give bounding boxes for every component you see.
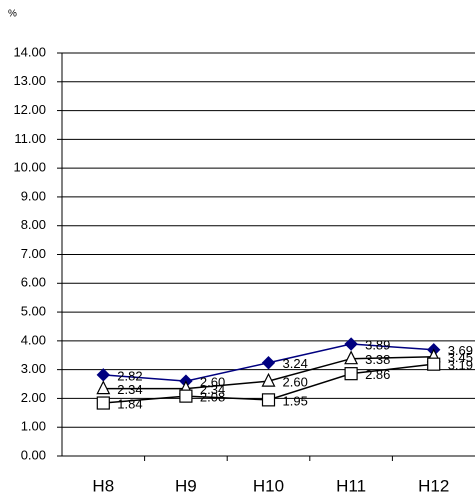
marker [344,337,358,351]
data-label: 3.45 [448,350,473,365]
marker [261,393,276,407]
data-label: 3.19 [448,358,473,373]
marker [96,396,110,410]
data-label: 3.89 [365,337,390,352]
unit-label: % [8,9,17,20]
x-tick-label: H10 [253,476,284,495]
data-label: 2.60 [200,375,225,390]
y-tick-label: 1.00 [21,419,46,434]
data-label: 1.95 [283,393,308,408]
data-label: 3.24 [283,356,308,371]
y-tick-label: 0.00 [21,447,46,462]
marker [96,380,111,395]
data-label: 2.60 [283,375,308,390]
data-label: 2.08 [200,390,225,405]
x-tick-label: H12 [418,476,449,495]
marker [427,357,441,371]
y-tick-label: 3.00 [21,361,46,376]
data-label: 2.34 [117,382,142,397]
marker [344,350,359,365]
marker [179,389,193,403]
marker [344,367,358,381]
data-label: 3.38 [365,352,390,367]
y-tick-label: 9.00 [21,188,46,203]
y-tick-label: 2.00 [21,390,46,405]
x-tick-label: H8 [92,476,114,495]
y-tick-label: 11.00 [14,131,46,146]
marker [261,356,276,370]
data-label: 2.34 [200,382,225,397]
marker [96,368,111,382]
y-tick-label: 7.00 [21,246,46,261]
y-tick-label: 6.00 [21,275,46,290]
y-tick-label: 8.00 [21,217,46,232]
y-tick-label: 13.00 [13,73,46,88]
y-tick-label: 4.00 [21,332,46,347]
x-tick-label: H11 [336,476,366,495]
y-tick-label: 10.00 [13,160,46,175]
data-label: 1.84 [117,396,142,411]
y-tick-label: 12.00 [13,102,46,117]
marker [261,372,276,387]
x-tick-label: H9 [175,476,197,495]
data-label: 2.86 [365,367,390,382]
y-tick-label: 5.00 [21,304,46,319]
data-label: 2.82 [117,368,142,383]
y-tick-label: 14.00 [13,44,46,59]
data-label: 3.69 [448,343,473,358]
